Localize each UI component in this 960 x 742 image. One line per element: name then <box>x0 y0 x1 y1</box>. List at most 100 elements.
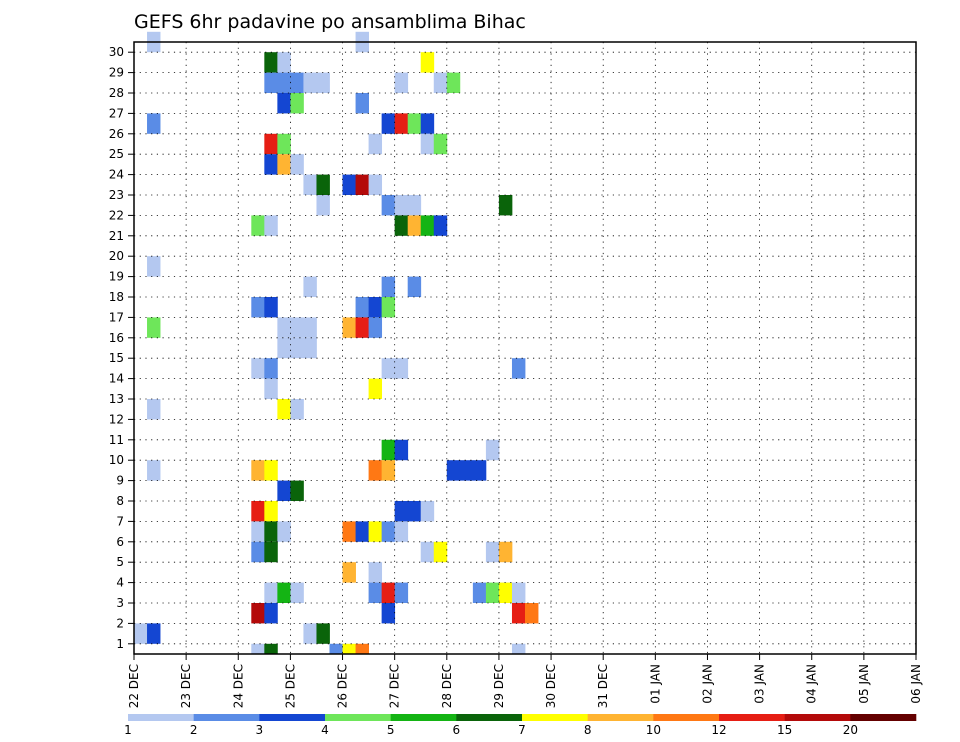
heatmap-cell <box>277 317 291 338</box>
legend-swatch <box>719 714 785 721</box>
heatmap-cell <box>264 215 278 236</box>
x-tick-label: 29 DEC <box>492 664 506 708</box>
heatmap-cell <box>498 582 513 603</box>
heatmap-cell <box>420 133 435 155</box>
heatmap-cell <box>498 195 513 216</box>
heatmap-cell <box>368 521 383 542</box>
heatmap-cell <box>433 133 448 155</box>
color-legend: 1 2 3 4 5 6 7 8 10 12 15 20 <box>124 714 917 737</box>
heatmap-cell <box>290 480 304 501</box>
heatmap-cell <box>251 460 265 481</box>
legend-label: 5 <box>387 723 395 737</box>
heatmap-cell <box>147 113 161 134</box>
heatmap-cell <box>433 72 448 93</box>
heatmap-cell <box>394 501 409 522</box>
heatmap-cell <box>290 93 304 114</box>
y-tick-label: 18 <box>109 290 124 304</box>
heatmap-cell <box>368 297 383 318</box>
heatmap-cell <box>342 174 356 195</box>
heatmap-cell <box>264 378 278 399</box>
heatmap-cell <box>303 276 317 297</box>
x-tick-label: 23 DEC <box>179 664 193 708</box>
heatmap-cell <box>407 215 422 236</box>
y-tick-label: 19 <box>109 270 124 284</box>
heatmap-cell <box>394 113 409 134</box>
y-tick-label: 21 <box>109 229 124 243</box>
legend-swatch <box>193 714 260 721</box>
y-tick-label: 8 <box>116 494 124 508</box>
heatmap-cell <box>316 195 330 216</box>
heatmap-cell <box>420 52 435 73</box>
heatmap-cell <box>511 643 526 654</box>
heatmap-cell <box>264 643 278 654</box>
heatmap-cell <box>290 337 304 359</box>
heatmap-cell <box>303 623 317 644</box>
heatmap-cell <box>511 603 526 624</box>
heatmap-cell <box>251 358 265 379</box>
y-tick-label: 11 <box>109 433 124 447</box>
x-tick-label: 30 DEC <box>544 664 558 708</box>
heatmap-cell <box>498 541 513 563</box>
x-tick-label: 31 DEC <box>596 664 610 708</box>
heatmap-cell <box>147 256 161 277</box>
x-axis: 22 DEC 23 DEC 24 DEC 25 DEC 26 DEC 27 DEC 28 D… <box>127 654 923 708</box>
chart-title: GEFS 6hr padavine po ansamblima Bihac <box>134 11 526 33</box>
heatmap-cell <box>381 113 396 134</box>
heatmap-cell <box>147 317 161 338</box>
heatmap-cell <box>251 603 265 624</box>
heatmap-cell <box>277 582 291 603</box>
heatmap-cell <box>368 562 383 583</box>
heatmap-cell <box>420 501 435 522</box>
heatmap-cell <box>459 460 474 481</box>
heatmap-cell <box>394 358 409 379</box>
x-tick-label: 04 JAN <box>805 664 819 704</box>
heatmap-cell <box>303 317 317 338</box>
x-tick-label: 05 JAN <box>857 664 871 704</box>
legend-label: 10 <box>646 723 661 737</box>
heatmap-cell <box>407 195 422 216</box>
legend-label: 7 <box>518 723 526 737</box>
y-tick-label: 17 <box>109 310 124 324</box>
heatmap-cell <box>342 521 356 542</box>
legend-swatch <box>784 714 851 721</box>
legend-swatch <box>653 714 720 721</box>
y-axis: 1234567891011121314151617181920212223242… <box>109 45 134 651</box>
heatmap-cell <box>342 643 356 654</box>
heatmap-cell <box>368 133 383 155</box>
heatmap-cell <box>264 603 278 624</box>
y-tick-label: 10 <box>109 453 124 467</box>
legend-label: 1 <box>124 723 132 737</box>
legend-label: 3 <box>256 723 264 737</box>
heatmap-cell <box>277 93 291 114</box>
legend-label: 12 <box>711 723 726 737</box>
heatmap-cell <box>264 582 278 603</box>
heatmap-cell <box>394 215 409 236</box>
x-tick-label: 27 DEC <box>388 664 402 708</box>
heatmap-cell <box>368 582 383 603</box>
heatmap-cell <box>303 72 317 93</box>
heatmap-cell <box>277 154 291 175</box>
heatmap-cell <box>368 317 383 338</box>
legend-label: 15 <box>777 723 792 737</box>
heatmap-cell <box>303 174 317 195</box>
heatmap-cell <box>290 582 304 603</box>
heatmap-cell <box>381 358 396 379</box>
y-tick-label: 4 <box>116 576 124 590</box>
heatmap-cell <box>290 72 304 93</box>
heatmap-cell <box>290 154 304 175</box>
heatmap-cell <box>394 195 409 216</box>
legend-label: 20 <box>843 723 858 737</box>
heatmap-cell <box>368 174 383 195</box>
heatmap-cell <box>355 297 369 318</box>
heatmap-cell <box>381 297 396 318</box>
heatmap-cell <box>277 480 291 501</box>
heatmap-cell <box>368 460 383 481</box>
heatmap-cell <box>381 603 396 624</box>
legend-swatch <box>259 714 326 721</box>
heatmap-cell <box>251 643 265 654</box>
heatmap-cell <box>485 439 500 461</box>
x-tick-label: 03 JAN <box>753 664 767 704</box>
x-tick-label: 28 DEC <box>440 664 454 708</box>
heatmap-cell <box>264 521 278 542</box>
heatmap-cell <box>342 562 356 583</box>
